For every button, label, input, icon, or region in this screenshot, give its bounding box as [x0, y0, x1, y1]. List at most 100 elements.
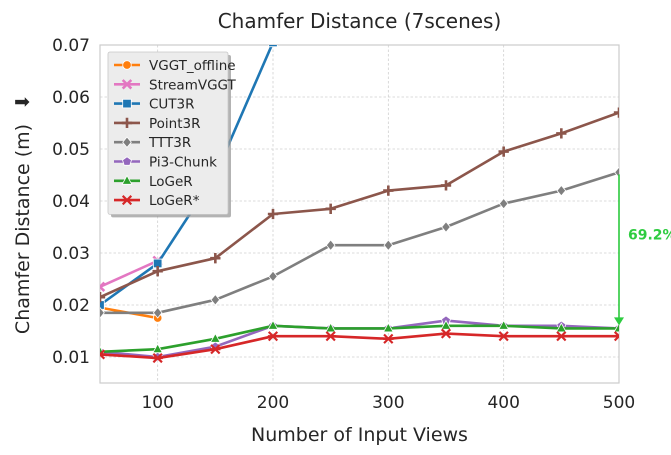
data-point-loger	[152, 343, 164, 354]
data-point-loger	[556, 331, 567, 342]
legend-label: StreamVGGT	[149, 77, 237, 93]
legend-swatch-marker	[122, 156, 132, 166]
series-loger	[100, 319, 619, 356]
data-point-point3r	[383, 185, 394, 196]
data-point-loger	[267, 331, 279, 342]
data-point-loger	[210, 344, 221, 355]
legend-label: LoGeR*	[149, 193, 200, 209]
data-point-loger	[382, 322, 394, 333]
legend: VGGT_offline StreamVGGT CUT3R Point3R TTT3R P…	[107, 51, 237, 218]
data-point-loger	[555, 322, 567, 333]
series-group	[100, 45, 619, 364]
data-point-loger	[100, 349, 106, 360]
x-tick-label: 300	[372, 393, 404, 413]
data-point-loger	[325, 322, 337, 333]
series-line-streamvggt	[100, 259, 159, 289]
legend-label: Pi3-Chunk	[149, 155, 217, 171]
legend-label: LoGeR	[149, 174, 193, 190]
data-point-loger	[325, 331, 336, 342]
legend-swatch-marker	[121, 174, 133, 185]
series-point3r	[100, 107, 619, 303]
legend-label: VGGT_offline	[149, 58, 236, 74]
series-line-loger	[100, 324, 619, 354]
data-point-cut3r	[268, 45, 278, 48]
legend-swatch-marker	[122, 98, 132, 109]
y-tick-labels: 0.01 0.02 0.03 0.04 0.05 0.06 0.07	[52, 36, 90, 368]
data-point-point3r	[100, 292, 106, 303]
y-tick-label: 0.02	[52, 296, 90, 316]
series-ttt3r	[100, 166, 619, 319]
data-point-loger	[152, 352, 163, 364]
data-point-loger	[440, 328, 452, 339]
series-line-loger	[100, 332, 619, 360]
series-line-point3r	[100, 111, 619, 299]
legend-item-vggt-offline: VGGT_offline	[114, 58, 236, 74]
legend-swatch-marker	[121, 117, 133, 129]
data-point-loger	[209, 332, 221, 343]
data-point-point3r	[556, 128, 567, 139]
data-point-ttt3r	[441, 221, 451, 233]
legend-swatch-marker	[121, 79, 133, 90]
legend-label: CUT3R	[149, 97, 195, 113]
data-point-ttt3r	[383, 239, 394, 251]
y-tick-label: 0.07	[52, 36, 90, 56]
legend-box	[107, 51, 229, 215]
data-point-loger	[613, 322, 619, 333]
data-point-point3r	[498, 146, 509, 157]
x-axis-title: Number of Input Views	[251, 424, 468, 446]
series-line-ttt3r	[100, 171, 619, 315]
data-point-loger	[383, 333, 394, 344]
data-point-cut3r	[100, 300, 105, 310]
legend-item-pi3-chunk: Pi3-Chunk	[114, 155, 217, 171]
data-point-ttt3r	[556, 184, 567, 197]
chart-title: Chamfer Distance (7scenes)	[218, 9, 502, 33]
data-point-point3r	[325, 203, 336, 214]
legend-item-streamvggt: StreamVGGT	[114, 77, 237, 93]
data-point-loger	[440, 319, 452, 330]
data-point-loger	[498, 331, 509, 342]
y-tick-label: 0.06	[52, 88, 90, 108]
data-point-ttt3r	[614, 166, 619, 179]
legend-item-ttt3r: TTT3R	[114, 135, 191, 151]
legend-swatch-marker	[122, 60, 132, 70]
x-tick-label: 100	[141, 393, 173, 413]
data-point-loger	[498, 319, 510, 330]
y-tick-label: 0.05	[52, 140, 90, 160]
legend-item-cut3r: CUT3R	[114, 97, 195, 113]
y-axis-title-label: Chamfer Distance (m)	[12, 124, 34, 334]
data-point-ttt3r	[325, 239, 336, 251]
data-point-point3r	[440, 180, 452, 191]
y-tick-label: 0.04	[52, 192, 90, 212]
data-point-point3r	[613, 107, 619, 118]
data-point-ttt3r	[152, 307, 163, 319]
y-axis-title: Chamfer Distance (m) ⬇	[12, 94, 34, 334]
series-loger	[100, 328, 619, 364]
annotation-label: 69.2%	[628, 227, 671, 243]
legend-swatch-marker	[122, 136, 132, 148]
data-point-loger	[613, 331, 619, 342]
x-tick-labels: 100 200 300 400 500	[141, 393, 635, 413]
legend-swatch-marker	[121, 195, 133, 206]
legend-label: TTT3R	[148, 135, 191, 151]
legend-label: Point3R	[149, 116, 201, 132]
y-axis-title-text: Chamfer Distance (m) ⬇	[12, 94, 34, 334]
x-tick-label: 200	[257, 393, 289, 413]
data-point-point3r	[267, 208, 279, 220]
x-tick-label: 500	[603, 393, 635, 413]
data-point-ttt3r	[268, 270, 278, 283]
y-tick-label: 0.03	[52, 244, 90, 264]
data-point-point3r	[152, 266, 163, 277]
data-point-loger	[267, 319, 279, 330]
data-point-ttt3r	[498, 197, 509, 210]
data-point-ttt3r	[100, 307, 105, 319]
legend-item-loger: LoGeR*	[114, 193, 200, 209]
improvement-annotation: 69.2%	[614, 174, 671, 326]
data-point-streamvggt	[100, 281, 106, 293]
data-point-ttt3r	[210, 294, 221, 306]
x-tick-label: 400	[487, 393, 519, 413]
y-tick-label: 0.01	[52, 348, 90, 368]
annotation-arrow-head	[614, 317, 624, 326]
legend-item-point3r: Point3R	[114, 116, 201, 132]
down-arrow-icon: ⬇	[12, 94, 34, 110]
